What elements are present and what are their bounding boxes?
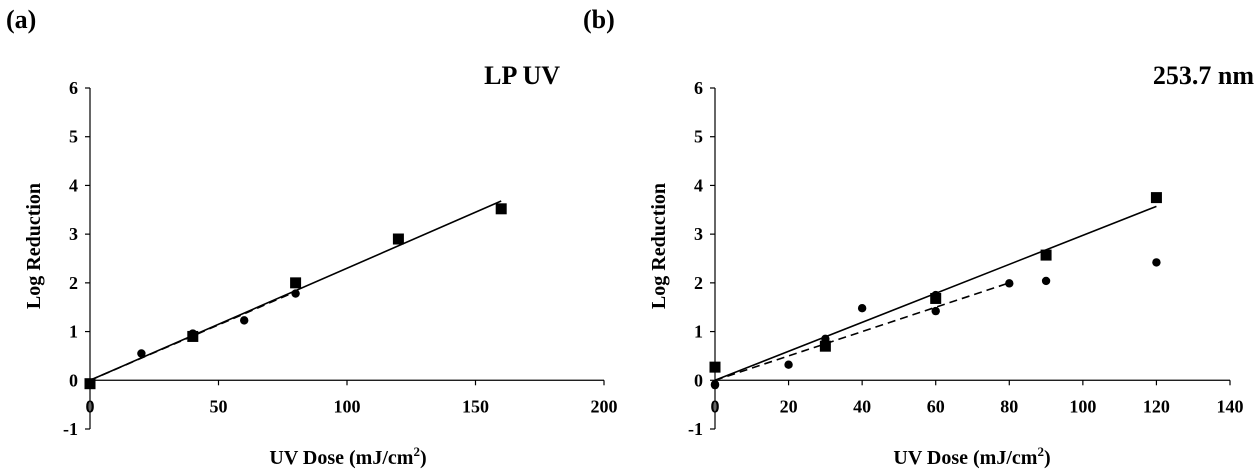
axes-a: -1 0 1 2 3 4 5 6 0 50 100 150 200 (63, 78, 618, 439)
y-tick-label-b: 0 (694, 370, 703, 390)
circle-point-b (931, 306, 940, 316)
y-tick-label-a: 1 (69, 322, 78, 342)
x-tick-label-b: 80 (1000, 396, 1018, 416)
x-axis-title-a-sup: 2 (413, 444, 420, 459)
data-points-a (84, 203, 507, 390)
x-axis-title-b-sup: 2 (1037, 444, 1044, 459)
dashed-fit-line-b (714, 282, 1010, 382)
circle-point-a (188, 329, 197, 338)
y-tick-label-b: 3 (694, 224, 703, 244)
y-tick-label-a: 5 (69, 127, 78, 147)
circle-point-b (1152, 258, 1161, 267)
x-axis-title-a-main: UV Dose (mJ/cm (269, 447, 413, 469)
panel-label-a: (a) (6, 5, 36, 34)
square-point-a (495, 203, 507, 215)
circle-point-b (931, 290, 940, 300)
y-tick-label-a: 0 (69, 370, 78, 390)
chart-panel-a: (a) LP UV Log Reduction UV Dose (mJ/cm2)… (6, 5, 618, 469)
x-tick-label-b: 140 (1217, 396, 1244, 416)
x-tick-label-a: 0 (86, 396, 95, 416)
circle-point-b (784, 360, 793, 369)
x-tick-label-a: 50 (210, 396, 228, 416)
x-axis-title-a-tail: ) (420, 447, 427, 469)
circle-point-a (137, 349, 146, 358)
square-point-b (1150, 192, 1162, 204)
y-tick-label-a: 6 (69, 78, 78, 98)
x-tick-label-a: 150 (462, 396, 489, 416)
y-tick-label-b: 1 (694, 322, 703, 342)
x-tick-label-b: 100 (1069, 396, 1096, 416)
y-tick-label-a: 3 (69, 224, 78, 244)
x-tick-label-b: 0 (711, 396, 720, 416)
data-points-b (709, 192, 1162, 390)
circle-point-b (1005, 279, 1014, 288)
chart-title-a: LP UV (484, 61, 560, 90)
x-axis-title-b-main: UV Dose (mJ/cm (893, 447, 1037, 469)
x-tick-label-a: 100 (334, 396, 361, 416)
panel-label-b: (b) (583, 5, 615, 34)
x-tick-label-b: 20 (780, 396, 798, 416)
x-axis-title-b: UV Dose (mJ/cm2) (893, 444, 1050, 469)
x-tick-label-b: 40 (853, 396, 871, 416)
circle-point-b (821, 334, 830, 344)
y-tick-label-b: 2 (694, 273, 703, 293)
x-tick-label-a: 200 (591, 396, 618, 416)
chart-title-b: 253.7 nm (1153, 61, 1254, 90)
circle-point-b (710, 379, 720, 389)
y-tick-label-b: 4 (694, 175, 703, 195)
x-axis-title-a: UV Dose (mJ/cm2) (269, 444, 426, 469)
y-axis-title-b: Log Reduction (648, 183, 670, 309)
y-tick-label-a: -1 (63, 419, 78, 439)
circle-point-b (1041, 276, 1051, 286)
square-point-a (290, 277, 302, 289)
circle-point-a (85, 378, 95, 387)
chart-panel-b: (b) 253.7 nm Log Reduction UV Dose (mJ/c… (583, 5, 1254, 469)
x-tick-label-b: 120 (1143, 396, 1170, 416)
y-tick-label-b: 5 (694, 127, 703, 147)
y-tick-label-a: 4 (69, 175, 78, 195)
circle-point-b (857, 303, 867, 313)
circle-point-a (291, 289, 300, 298)
x-tick-label-b: 60 (927, 396, 945, 416)
square-point-b (1040, 249, 1052, 261)
x-axis-title-b-tail: ) (1044, 447, 1051, 469)
y-tick-label-b: 6 (694, 78, 703, 98)
y-tick-label-b: -1 (688, 419, 703, 439)
square-point-a (392, 233, 404, 245)
circle-point-a (240, 316, 249, 325)
square-point-b (709, 361, 721, 373)
y-axis-title-a: Log Reduction (23, 183, 45, 309)
y-tick-label-a: 2 (69, 273, 78, 293)
